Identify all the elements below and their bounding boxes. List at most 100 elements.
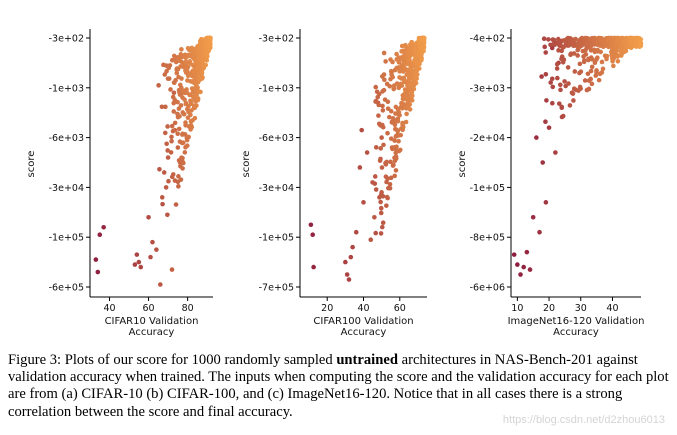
scatter-point [184,143,190,148]
scatter-point [404,88,410,94]
scatter-point [566,81,571,86]
scatter-point [596,77,602,83]
scatter-point [163,104,168,110]
scatter-point [93,257,99,262]
scatter-point [406,56,412,62]
scatter-point [146,214,151,220]
scatter-point [600,66,606,72]
x-tick-label: 20 [321,303,333,314]
watermark: https://blog.csdn.net/d2zhou6013 [502,414,665,426]
scatter-point [597,71,603,77]
scatter-point [169,123,175,129]
scatter-point [179,47,184,52]
scatter-point [379,135,384,140]
scatter-point [379,165,385,170]
scatter-point [592,60,598,66]
scatter-point [399,76,404,81]
figure-caption: Figure 3: Plots of our score for 1000 ra… [8,352,670,421]
caption-bold: untrained [336,352,398,368]
scatter-point [546,125,552,130]
scatter-point [186,47,192,53]
scatter-point [419,41,425,47]
y-tick-label: -1e+05 [470,183,505,194]
scatter-point [376,113,381,118]
scatter-point [377,195,382,200]
scatter-point [394,144,399,150]
scatter-point [380,108,386,113]
scatter-point [394,111,400,116]
scatter-point [194,103,199,108]
y-tick-label: -1e+03 [49,83,84,94]
scatter-point [353,229,359,235]
scatter-point [188,119,194,124]
scatter-point [159,195,165,200]
scatter-point [392,173,398,179]
scatter-point [381,142,386,148]
y-tick-label: -1e+05 [49,233,84,244]
scatter-point [595,55,600,60]
y-tick-label: -3e+04 [259,183,294,194]
scatter-point [558,87,563,93]
scatter-point [390,116,396,121]
scatter-point [169,174,175,180]
scatter-point [174,70,180,76]
scatter-point [550,84,556,90]
y-tick-label: -6e+06 [470,283,505,294]
x-tick-label: 20 [543,303,555,314]
scatter-point [157,166,162,172]
scatter-point [166,178,171,184]
scatter-point [171,109,177,114]
scatter-point [394,65,400,71]
scatter-point [154,247,159,252]
scatter-point [385,130,390,136]
scatter-point [394,51,399,57]
scatter-points [93,90,181,287]
y-tick-label: -6e+03 [49,133,84,144]
scatter-point [561,57,567,62]
scatter-point [164,141,169,147]
scatter-point [172,120,178,126]
scatter-point [379,122,385,128]
scatter-point [406,71,412,76]
scatter-point [404,92,409,98]
scatter-panel-3: -4e+02 -3e+03 -2e+04 -1e+05 -8e+05 -6e+06 10 20… [457,29,644,338]
scatter-points [308,100,384,282]
scatter-point [194,86,199,92]
scatter-point [134,252,140,257]
scatter-point [346,277,352,282]
x-tick-label: 40 [103,303,115,314]
scatter-point [395,106,401,112]
scatter-point [554,66,560,71]
scatter-point [407,107,413,112]
scatter-point [582,78,588,83]
scatter-point [184,60,189,65]
scatter-point [594,69,599,75]
y-axis-label: score [457,151,468,178]
scatter-point [182,150,188,155]
scatter-point [163,185,169,190]
y-tick-label: -4e+02 [470,34,505,45]
scatter-point [170,94,176,100]
scatter-point [584,45,590,50]
scatter-point [556,48,561,53]
scatter-point [383,59,388,64]
scatter-point [415,50,421,56]
scatter-point [570,91,576,96]
scatter-point [403,55,408,60]
scatter-point [380,220,386,225]
scatter-point [188,101,194,107]
x-tick-label: 10 [511,303,523,314]
scatter-point [589,41,594,47]
scatter-point [613,44,619,49]
scatter-point [171,90,177,96]
scatter-point [184,137,190,143]
scatter-point [180,131,185,137]
scatter-point [398,132,404,138]
scatter-point [177,82,183,88]
scatter-point [169,267,175,272]
scatter-point [562,79,567,84]
scatter-point [550,100,555,106]
scatter-point [186,109,191,115]
scatter-point [182,97,187,102]
scatter-point [591,47,597,53]
